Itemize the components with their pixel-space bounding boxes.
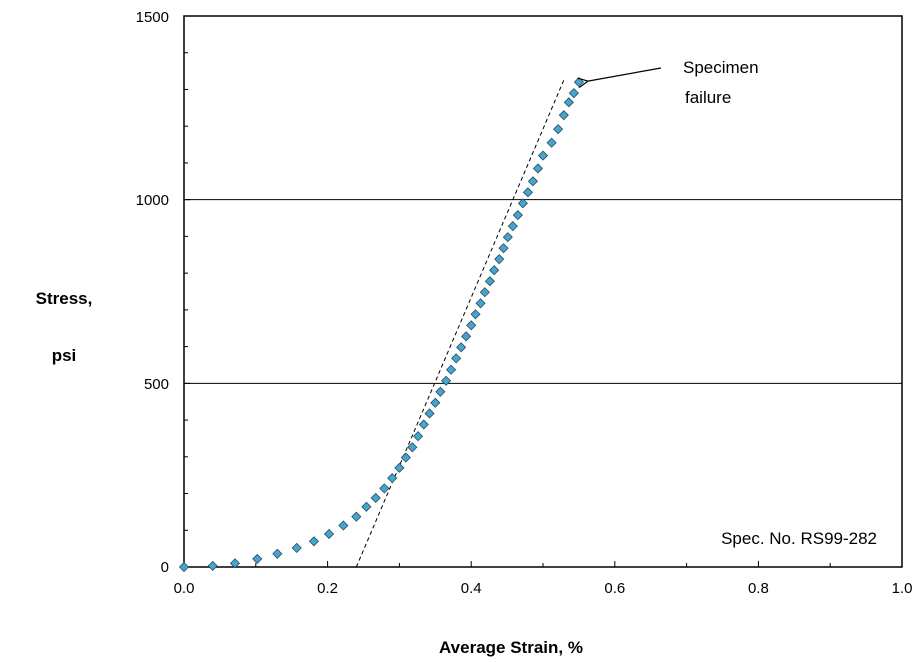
data-point	[484, 276, 495, 287]
data-point	[489, 265, 500, 276]
data-point	[291, 542, 302, 553]
data-point	[470, 309, 481, 320]
data-point	[532, 163, 544, 174]
x-tick-label: 0.8	[748, 580, 769, 597]
x-tick-label: 0.0	[174, 580, 195, 597]
trendline	[355, 78, 565, 568]
y-tick-label: 1500	[136, 9, 169, 26]
data-point	[558, 110, 569, 121]
data-point	[553, 124, 564, 135]
failure-arrow	[588, 67, 662, 81]
data-point	[207, 560, 218, 571]
data-point	[338, 520, 349, 531]
data-point	[456, 342, 467, 353]
x-tick-label: 0.6	[604, 580, 625, 597]
data-point	[512, 210, 523, 221]
data-point	[407, 442, 418, 453]
data-point	[498, 243, 509, 254]
data-point	[475, 298, 486, 309]
data-point	[568, 88, 579, 99]
data-point	[351, 511, 362, 522]
y-axis-title-line1: Stress,	[36, 289, 93, 308]
data-point	[308, 536, 320, 547]
data-point	[361, 501, 372, 512]
x-tick-label: 1.0	[892, 580, 913, 597]
data-point	[527, 176, 539, 187]
data-point	[546, 137, 557, 148]
data-point	[537, 150, 549, 161]
data-point	[394, 462, 405, 473]
data-point	[323, 528, 335, 540]
x-axis-title: Average Strain, %	[439, 638, 583, 657]
y-axis-title-line2: psi	[52, 346, 77, 365]
specimen-failure-label-line2: failure	[685, 88, 731, 107]
data-point	[272, 548, 283, 559]
data-point	[451, 353, 462, 364]
data-point	[479, 287, 490, 298]
data-point	[229, 558, 241, 569]
data-point	[517, 198, 528, 209]
y-tick-label: 500	[144, 376, 169, 393]
data-point	[387, 473, 398, 484]
y-tick-label: 0	[161, 559, 169, 576]
data-point	[461, 331, 472, 342]
data-point	[441, 375, 452, 386]
data-point	[424, 408, 435, 419]
data-point	[563, 97, 574, 108]
data-point	[466, 320, 477, 331]
data-point	[502, 232, 513, 243]
x-tick-label: 0.2	[317, 580, 338, 597]
y-gridlines	[184, 199, 902, 384]
data-point	[430, 397, 441, 408]
specimen-failure-label-line1: Specimen	[683, 58, 759, 77]
plot-area-frame	[183, 15, 903, 568]
data-point	[446, 364, 457, 375]
data-point	[522, 187, 533, 198]
data-point	[507, 221, 518, 232]
data-point	[400, 452, 411, 463]
x-tick-label: 0.4	[461, 580, 482, 597]
y-tick-label: 1000	[136, 192, 169, 209]
specimen-id-label: Spec. No. RS99-282	[721, 529, 877, 548]
data-point	[494, 254, 505, 265]
data-point	[418, 419, 429, 430]
data-point	[379, 483, 390, 494]
data-point	[435, 386, 446, 397]
data-points	[178, 77, 584, 573]
data-point	[413, 431, 424, 442]
data-point	[252, 553, 263, 564]
data-point	[178, 561, 190, 573]
data-point	[370, 492, 381, 504]
